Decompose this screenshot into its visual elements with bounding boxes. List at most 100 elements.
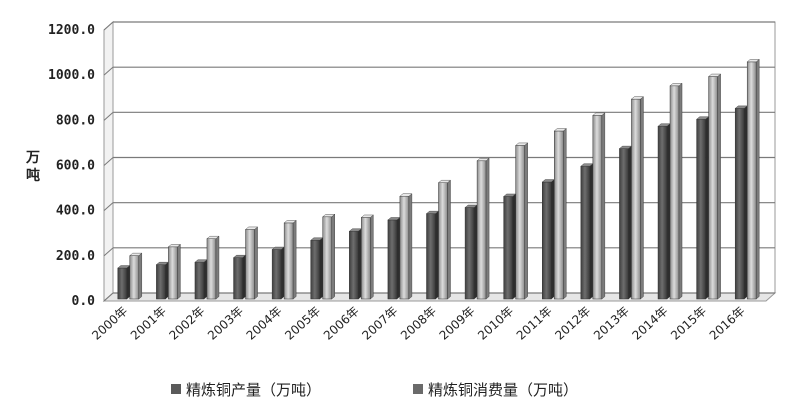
x-tick-label: 2011年	[514, 304, 555, 343]
x-tick-label: 2012年	[552, 304, 593, 343]
bar-front	[117, 267, 128, 300]
bar-front	[399, 195, 410, 300]
bar-front	[245, 229, 255, 300]
bar-consumption	[399, 193, 413, 300]
bar-consumption	[553, 128, 567, 300]
legend-swatch-production	[171, 384, 181, 394]
bar-front	[233, 257, 243, 300]
bar-consumption	[167, 243, 181, 300]
gridline-side	[103, 111, 114, 121]
x-tick-label: 2000年	[89, 304, 130, 343]
legend: 精炼铜产量（万吨） 精炼铜消费量（万吨）	[171, 381, 578, 399]
bar-top	[592, 112, 606, 116]
bar-front	[438, 182, 448, 300]
x-axis-ticks: 2000年2001年2002年2003年2004年2005年2006年2007年…	[89, 304, 747, 343]
bar-front	[708, 76, 718, 300]
bar-front	[361, 217, 371, 300]
bar-side	[756, 58, 760, 300]
bar-side	[485, 157, 490, 300]
x-tick-label: 2014年	[630, 304, 671, 343]
bar-consumption	[476, 157, 490, 300]
bar-side	[512, 193, 516, 300]
bar-top	[245, 226, 259, 230]
bar-side	[331, 213, 335, 300]
y-axis-ticks: 0.0 200.0 400.0 600.0 800.0 1000.0 1200.0	[48, 23, 95, 309]
bar-production	[503, 193, 517, 300]
bar-side	[435, 210, 439, 300]
bar-side	[678, 82, 683, 300]
bar-production	[425, 210, 440, 300]
bar-side	[589, 163, 594, 300]
bar-production	[233, 254, 247, 300]
bar-side	[563, 128, 567, 300]
bar-production	[696, 116, 710, 300]
bar-front	[271, 249, 282, 300]
bar-top	[360, 214, 374, 218]
bar-top	[206, 236, 220, 239]
bar-top	[129, 252, 143, 256]
x-tick-label: 2003年	[205, 304, 246, 343]
x-tick-label: 2004年	[244, 304, 285, 343]
bar-side	[126, 265, 130, 300]
legend-swatch-consumption	[413, 384, 423, 394]
bar-consumption	[360, 214, 374, 300]
bar-side	[177, 243, 181, 300]
bar-production	[117, 265, 131, 300]
bar-front	[464, 207, 475, 300]
y-tick-label: 1000.0	[48, 68, 95, 83]
bar-production	[734, 105, 748, 300]
bar-consumption	[322, 213, 336, 300]
bars	[117, 58, 760, 300]
bar-production	[541, 179, 555, 300]
bar-top	[708, 73, 722, 77]
bar-front	[168, 246, 178, 300]
bar-front	[657, 125, 668, 300]
bar-side	[215, 235, 220, 300]
bar-front	[426, 213, 436, 300]
gridline-side	[103, 157, 114, 166]
legend-label-production: 精炼铜产量（万吨）	[186, 381, 321, 399]
gridline-side	[103, 21, 114, 31]
bar-front	[283, 222, 294, 300]
bar-front	[310, 240, 320, 300]
bar-front	[476, 160, 487, 300]
bar-side	[473, 204, 478, 300]
legend-label-consumption: 精炼铜消费量（万吨）	[428, 381, 578, 399]
bar-consumption	[245, 226, 259, 300]
y-tick-label: 600.0	[56, 159, 95, 174]
bar-production	[657, 123, 671, 300]
bar-side	[601, 112, 606, 300]
x-tick-label: 2001年	[128, 304, 169, 343]
bar-front	[746, 61, 757, 300]
bar-production	[387, 217, 401, 300]
bar-top	[399, 193, 413, 197]
bar-production	[580, 163, 594, 300]
bar-front	[554, 130, 564, 300]
bar-side	[705, 116, 709, 300]
bar-production	[464, 204, 478, 300]
bar-side	[280, 246, 285, 300]
bar-side	[396, 217, 401, 300]
y-tick-label: 0.0	[72, 294, 96, 309]
x-tick-label: 2008年	[398, 304, 439, 343]
bar-side	[203, 259, 208, 300]
bar-top	[167, 244, 181, 248]
bar-consumption	[283, 219, 297, 300]
bar-side	[292, 219, 297, 300]
bar-side	[370, 214, 374, 300]
x-tick-label: 2006年	[321, 304, 362, 343]
bar-consumption	[129, 252, 143, 300]
bar-side	[242, 254, 246, 300]
gridline-side	[103, 247, 114, 257]
bar-top	[669, 83, 683, 87]
bar-front	[580, 165, 591, 300]
gridline-side	[103, 292, 114, 302]
bar-consumption	[206, 235, 220, 300]
bar-side	[717, 73, 721, 300]
bar-front	[696, 118, 706, 300]
bar-consumption	[592, 112, 606, 300]
bar-top	[476, 158, 490, 161]
bar-production	[310, 237, 324, 300]
bar-front	[156, 264, 166, 300]
